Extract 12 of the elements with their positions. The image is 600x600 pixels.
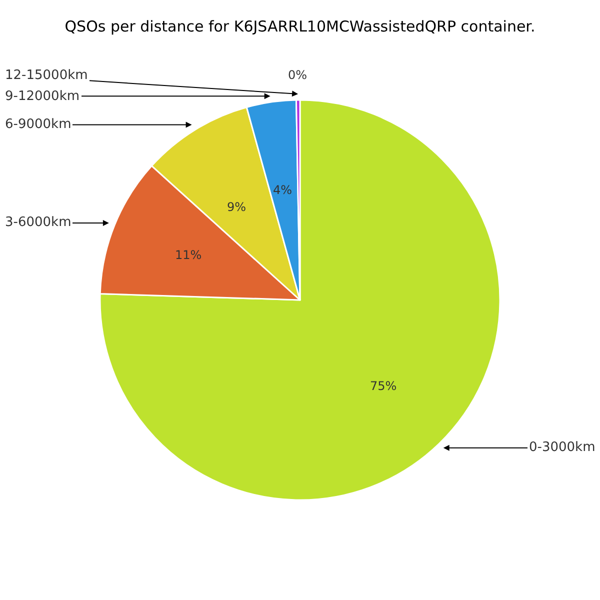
data-label: 4% (273, 183, 292, 197)
slice-label: 12-15000km (5, 68, 88, 83)
slice-label: 6-9000km (5, 117, 72, 132)
data-label: 0% (288, 68, 308, 82)
data-label: 11% (175, 248, 202, 262)
slice-label: 0-3000km (529, 440, 596, 455)
data-label: 9% (227, 200, 246, 214)
slice-label: 3-6000km (5, 215, 72, 230)
pie-slice (99, 99, 501, 500)
data-label: 75% (370, 379, 397, 393)
slice-label: 9-12000km (5, 89, 80, 104)
chart-title: QSOs per distance for K6JSARRL10MCWassistedQRP container. (64, 18, 536, 36)
